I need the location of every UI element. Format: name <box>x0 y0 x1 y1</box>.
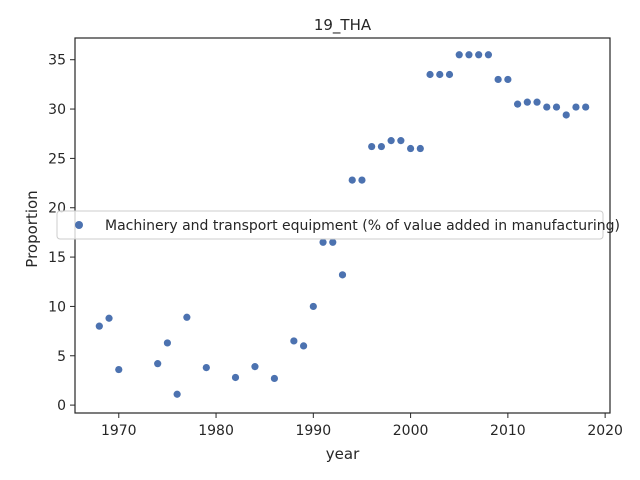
y-tick-label: 10 <box>48 299 66 315</box>
data-point <box>416 144 424 153</box>
x-axis-ticks: 1970 1980 1990 2000 2010 2020 <box>101 413 623 439</box>
data-point <box>387 137 395 145</box>
y-tick-label: 35 <box>48 53 66 69</box>
x-tick-label: 2010 <box>490 423 526 439</box>
data-point <box>368 142 376 151</box>
y-tick-label: 30 <box>48 102 66 118</box>
data-point <box>105 314 113 322</box>
data-point <box>436 70 444 79</box>
data-point <box>523 98 531 106</box>
data-point <box>465 51 473 59</box>
y-axis-label: Proportion <box>23 190 41 267</box>
y-tick-label: 25 <box>48 151 66 167</box>
x-tick-label: 1980 <box>198 423 234 439</box>
data-point <box>290 337 298 345</box>
data-point <box>173 390 181 398</box>
data-point <box>562 111 570 119</box>
data-point <box>251 363 259 371</box>
data-point <box>582 103 590 111</box>
legend-marker <box>75 221 83 229</box>
data-point <box>426 70 434 79</box>
data-point <box>348 176 356 184</box>
data-point <box>484 51 493 59</box>
x-axis-label: year <box>326 445 360 463</box>
data-point <box>95 322 103 330</box>
x-tick-label: 2020 <box>587 423 623 439</box>
data-point <box>572 103 580 111</box>
x-tick-label: 1970 <box>101 423 137 439</box>
y-tick-label: 0 <box>57 398 66 414</box>
data-point <box>115 365 123 374</box>
legend: Machinery and transport equipment (% of … <box>56 210 620 240</box>
data-points <box>95 51 590 398</box>
data-point <box>309 302 317 311</box>
data-point <box>475 51 483 59</box>
data-point <box>329 238 337 246</box>
data-point <box>299 342 308 350</box>
data-point <box>533 98 541 106</box>
data-point <box>513 100 522 108</box>
chart-title: 19_THA <box>314 16 372 35</box>
data-point <box>494 75 502 84</box>
x-tick-label: 2000 <box>393 423 429 439</box>
data-point <box>319 238 327 246</box>
data-point <box>397 137 405 145</box>
data-point <box>406 144 415 153</box>
data-point <box>154 360 162 368</box>
y-tick-label: 15 <box>48 250 66 266</box>
x-tick-label: 1990 <box>295 423 331 439</box>
data-point <box>552 103 561 111</box>
data-point <box>377 142 386 151</box>
y-tick-label: 5 <box>57 349 66 365</box>
data-point <box>455 51 463 59</box>
legend-box <box>56 210 604 240</box>
data-point <box>504 75 512 84</box>
data-point <box>183 313 191 321</box>
data-point <box>163 339 172 347</box>
data-point <box>338 271 347 279</box>
data-point <box>445 70 454 79</box>
data-point <box>358 176 366 184</box>
data-point <box>202 364 210 372</box>
data-point <box>543 103 551 111</box>
data-point <box>231 373 240 382</box>
data-point <box>270 374 279 383</box>
legend-label: Machinery and transport equipment (% of … <box>105 218 620 234</box>
